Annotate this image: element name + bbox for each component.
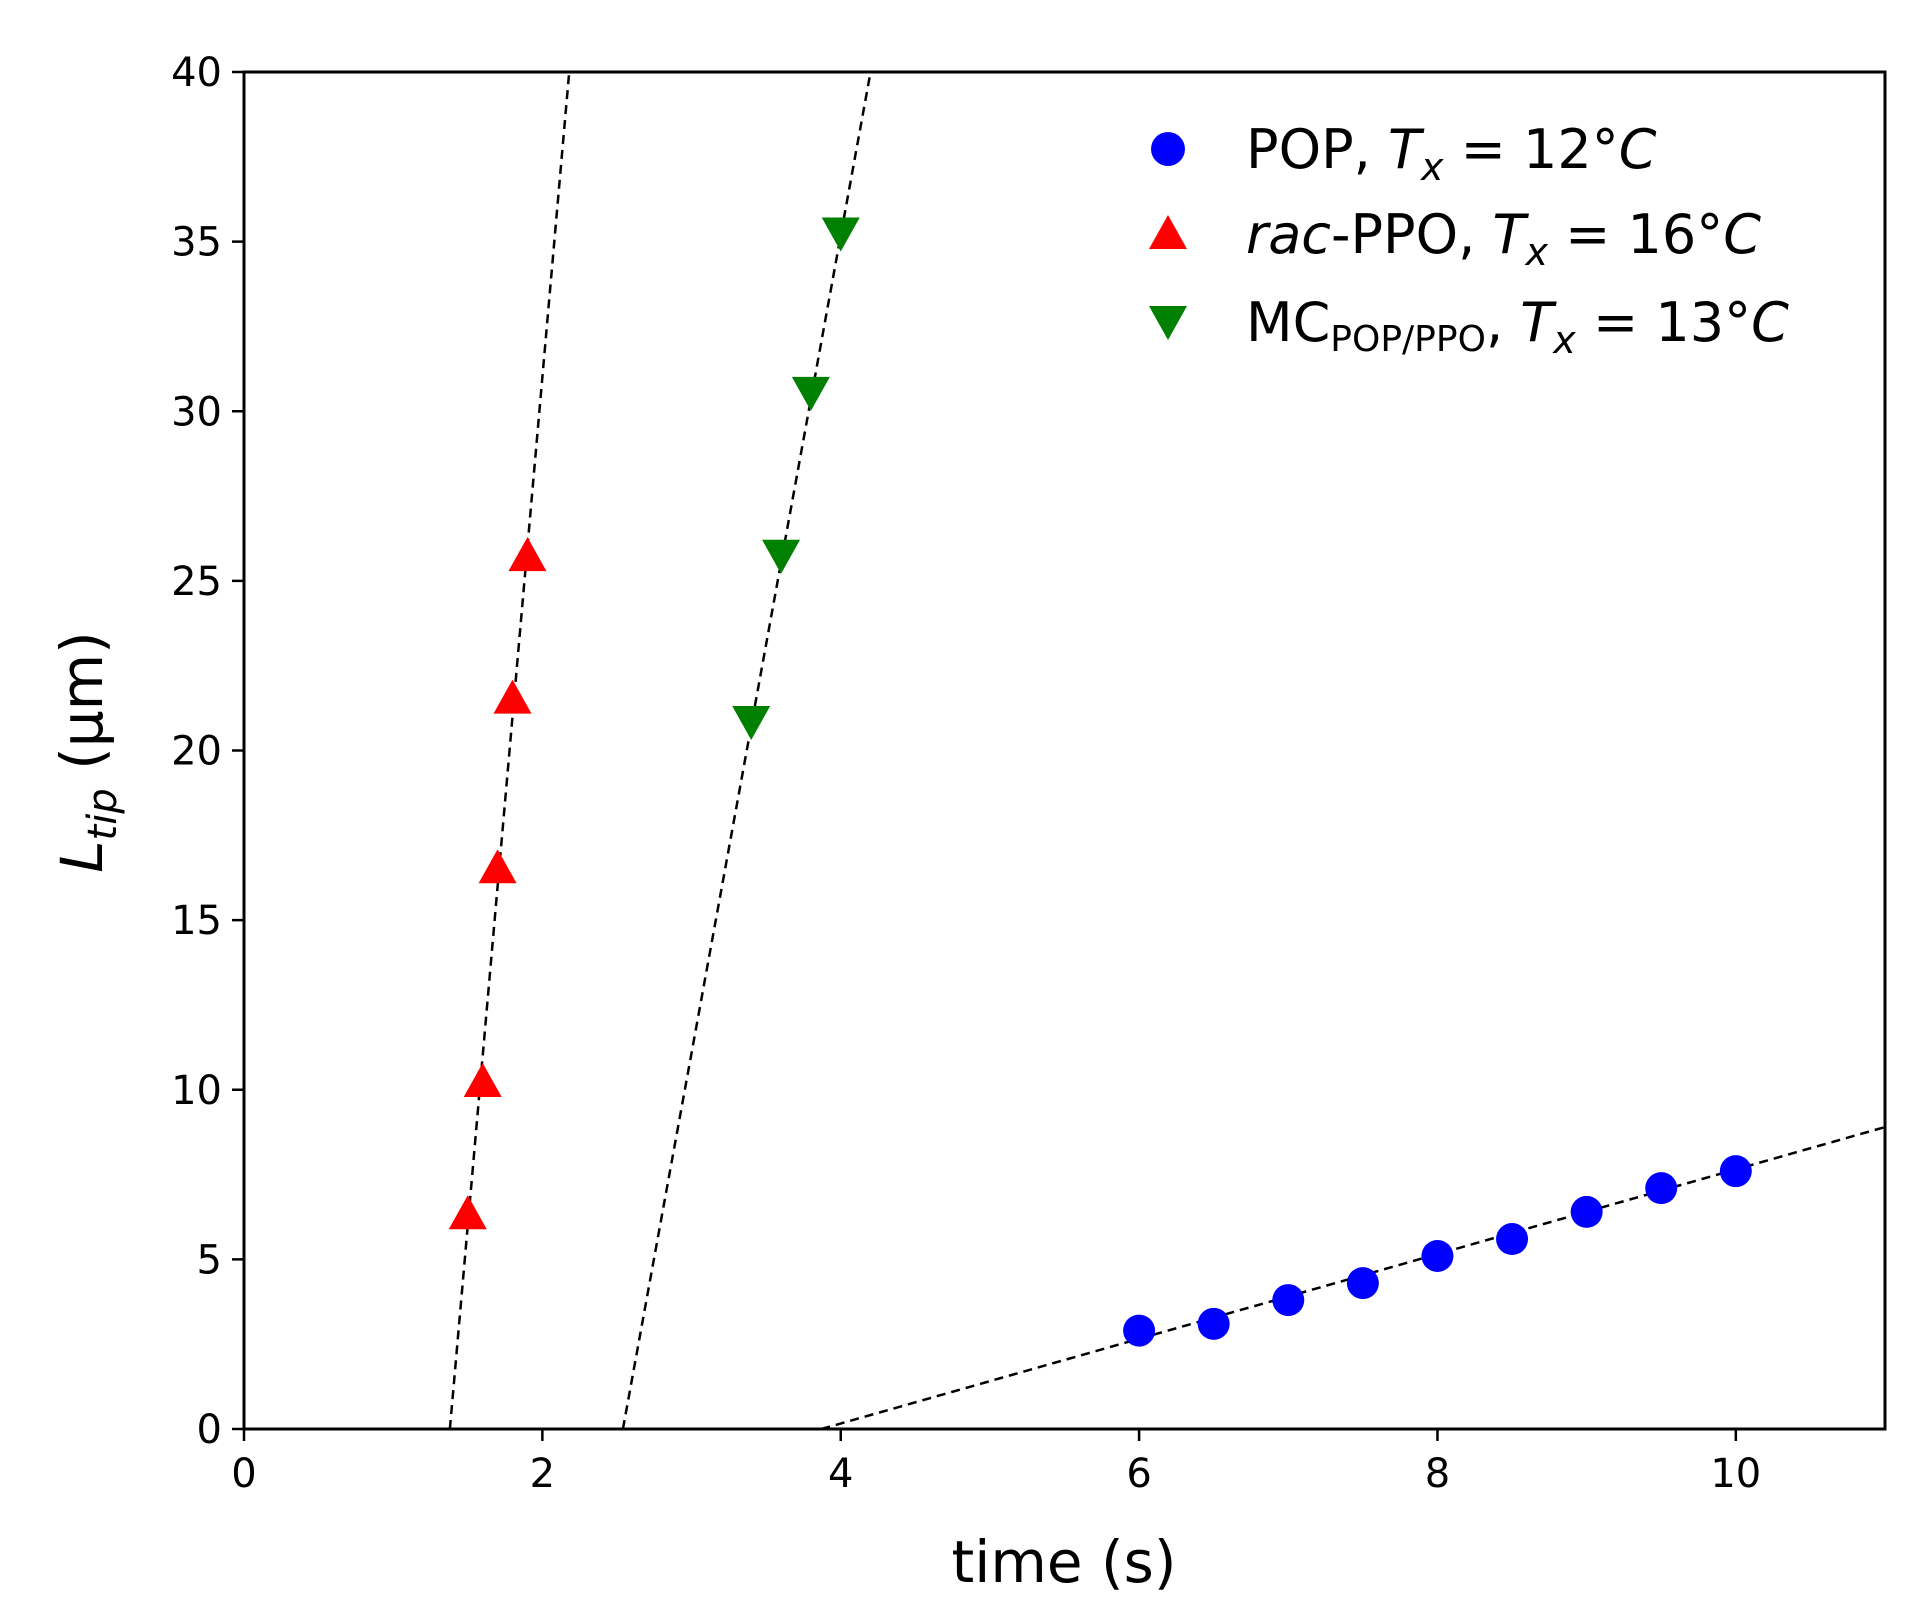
data-point-rac_ppo <box>448 1195 487 1230</box>
data-markers <box>448 217 1752 1347</box>
y-tick-label: 10 <box>171 1068 222 1114</box>
data-point-pop <box>1719 1155 1752 1188</box>
legend-label-rac-ppo: rac-PPO, Tx = 16°C <box>1246 203 1761 274</box>
data-point-rac_ppo <box>508 537 547 572</box>
legend-entry-rac-ppo: rac-PPO, Tx = 16°C <box>1149 203 1761 274</box>
legend-marker-pop <box>1151 132 1185 166</box>
legend-entry-pop: POP, Tx = 12°C <box>1151 118 1657 189</box>
legend-label-mc-pop-ppo: MCPOP/PPO, Tx = 13°C <box>1246 291 1789 362</box>
x-tick-label: 10 <box>1710 1451 1761 1497</box>
fit-line-mc_pop_ppo <box>621 71 872 1430</box>
data-point-rac_ppo <box>478 849 517 884</box>
y-tick-label: 15 <box>171 898 222 944</box>
x-axis-ticks: 0 2 4 6 8 10 <box>231 1429 1761 1497</box>
y-tick-label: 20 <box>171 729 222 775</box>
data-point-rac_ppo <box>493 679 532 714</box>
fit-line-pop <box>820 1125 1886 1431</box>
data-point-pop <box>1496 1223 1529 1256</box>
x-tick-label: 0 <box>231 1451 256 1497</box>
y-tick-label: 40 <box>171 50 222 96</box>
data-point-mc_pop_ppo <box>791 376 830 411</box>
data-point-pop <box>1346 1267 1379 1300</box>
x-tick-label: 8 <box>1425 1451 1450 1497</box>
data-point-pop <box>1123 1314 1156 1347</box>
data-point-pop <box>1570 1195 1603 1228</box>
legend: POP, Tx = 12°C rac-PPO, Tx = 16°C MCPOP/… <box>1149 118 1789 362</box>
data-point-mc_pop_ppo <box>732 705 771 740</box>
plot-frame <box>242 70 1887 1431</box>
y-tick-label: 30 <box>171 389 222 435</box>
x-tick-label: 6 <box>1126 1451 1151 1497</box>
x-axis-label: time (s) <box>952 1528 1177 1596</box>
data-point-mc_pop_ppo <box>821 217 860 252</box>
data-point-mc_pop_ppo <box>762 539 801 574</box>
data-point-pop <box>1645 1172 1678 1205</box>
legend-marker-mc-pop-ppo <box>1149 306 1187 340</box>
data-point-pop <box>1197 1307 1230 1340</box>
data-point-rac_ppo <box>463 1062 502 1097</box>
x-tick-label: 2 <box>530 1451 555 1497</box>
x-tick-label: 4 <box>828 1451 853 1497</box>
y-tick-label: 5 <box>197 1237 222 1283</box>
legend-label-pop: POP, Tx = 12°C <box>1246 118 1657 189</box>
legend-entry-mc-pop-ppo: MCPOP/PPO, Tx = 13°C <box>1149 291 1789 362</box>
data-point-pop <box>1421 1239 1454 1272</box>
y-axis-label: Ltip (μm) <box>48 631 126 873</box>
data-point-pop <box>1272 1284 1305 1317</box>
y-tick-label: 35 <box>171 220 222 266</box>
y-tick-label: 0 <box>197 1407 222 1453</box>
y-axis-ticks: 0 5 10 15 20 25 30 35 40 <box>171 50 244 1453</box>
legend-marker-rac-ppo <box>1149 215 1187 249</box>
y-tick-label: 25 <box>171 559 222 605</box>
